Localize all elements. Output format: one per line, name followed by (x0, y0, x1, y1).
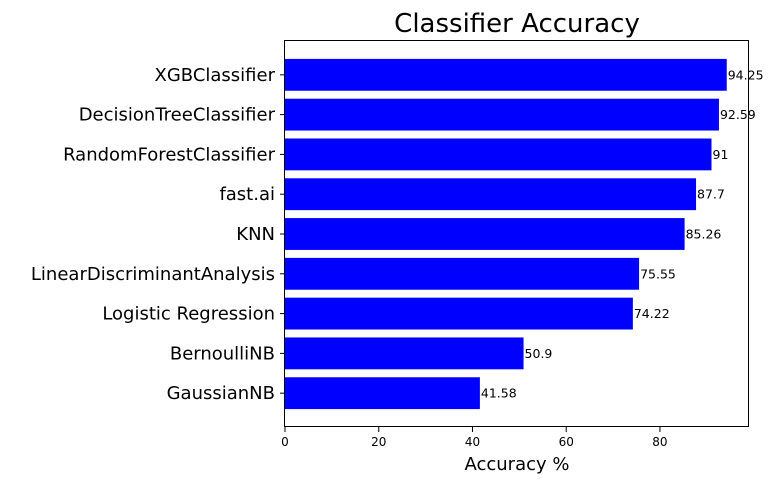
data-label: 85.26 (686, 227, 722, 242)
bars-layer (285, 58, 727, 410)
bar (285, 218, 685, 250)
y-tick-label: LinearDiscriminantAnalysis (31, 264, 275, 285)
data-label: 41.58 (481, 386, 517, 401)
y-tick-label: KNN (236, 224, 275, 245)
x-tick-label: 40 (465, 435, 480, 449)
x-tick-label: 0 (281, 435, 289, 449)
y-tick-label: fast.ai (219, 184, 275, 205)
bar (285, 257, 640, 290)
chart-title: Classifier Accuracy (394, 9, 640, 39)
x-tick-label: 60 (559, 435, 574, 449)
bar (285, 377, 480, 410)
bar (285, 337, 524, 370)
data-label: 50.9 (525, 346, 553, 361)
y-tick-label: DecisionTreeClassifier (79, 105, 276, 126)
value-labels: 94.25 92.59 91 87.7 85.26 75.55 74.22 50.9 41.58 (481, 67, 764, 400)
bar (285, 297, 633, 330)
bar (285, 138, 712, 171)
y-tick-labels: XGBClassifier DecisionTreeClassifier Rando… (31, 65, 285, 404)
x-tick-label: 20 (371, 435, 386, 449)
data-label: 92.59 (720, 107, 756, 122)
x-tick-label: 80 (652, 435, 667, 449)
x-ticks: 0 20 40 60 80 (281, 427, 668, 449)
x-axis-label: Accuracy % (464, 454, 569, 475)
bar (285, 178, 697, 211)
data-label: 75.55 (640, 266, 676, 281)
data-label: 74.22 (634, 306, 670, 321)
bar (285, 58, 727, 91)
bar (285, 98, 719, 131)
data-label: 87.7 (697, 187, 725, 202)
y-tick-label: BernoulliNB (170, 343, 275, 364)
y-tick-label: XGBClassifier (155, 65, 276, 86)
y-tick-label: Logistic Regression (102, 304, 275, 325)
data-label: 94.25 (728, 67, 764, 82)
data-label: 91 (713, 147, 729, 162)
y-tick-label: GaussianNB (167, 383, 275, 404)
y-tick-label: RandomForestClassifier (63, 144, 276, 165)
